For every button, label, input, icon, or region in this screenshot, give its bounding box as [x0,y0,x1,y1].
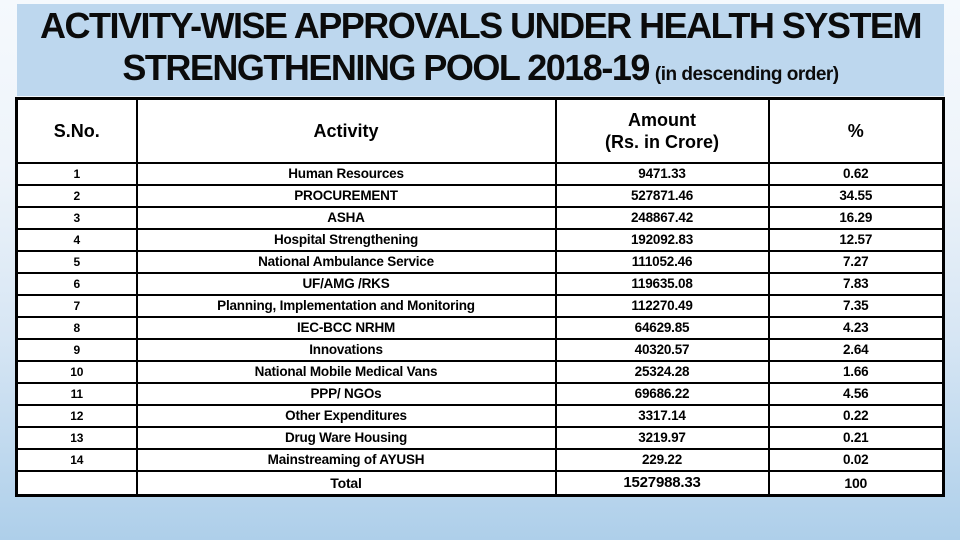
cell-sno: 4 [15,228,138,252]
page-title-line1: ACTIVITY-WISE APPROVALS UNDER HEALTH SYS… [40,4,922,46]
table-row: 6 UF/AMG /RKS 119635.08 7.83 [15,272,945,296]
cell-amount: 248867.42 [554,206,770,230]
cell-amount: 9471.33 [554,162,770,186]
table-row: 9 Innovations 40320.57 2.64 [15,338,945,362]
table-row: 11 PPP/ NGOs 69686.22 4.56 [15,382,945,406]
cell-percent: 4.56 [767,382,945,406]
cell-amount: 69686.22 [554,382,770,406]
cell-percent: 7.27 [767,250,945,274]
cell-sno: 6 [15,272,138,296]
cell-total-amount: 1527988.33 [554,470,770,497]
cell-percent: 12.57 [767,228,945,252]
cell-amount: 25324.28 [554,360,770,384]
col-header-activity: Activity [135,97,557,164]
cell-percent: 0.62 [767,162,945,186]
cell-sno: 8 [15,316,138,340]
cell-activity: Mainstreaming of AYUSH [135,448,557,472]
cell-sno: 7 [15,294,138,318]
cell-activity: ASHA [135,206,557,230]
col-header-percent: % [767,97,945,164]
cell-percent: 1.66 [767,360,945,384]
cell-percent: 16.29 [767,206,945,230]
cell-percent: 0.22 [767,404,945,428]
cell-percent: 4.23 [767,316,945,340]
col-header-amount-line1: Amount [628,109,696,130]
page-title-line2: STRENGTHENING POOL 2018-19 (in descending… [122,46,839,96]
cell-amount: 192092.83 [554,228,770,252]
cell-amount: 527871.46 [554,184,770,208]
col-header-sno: S.No. [15,97,138,164]
cell-amount: 111052.46 [554,250,770,274]
cell-activity: Innovations [135,338,557,362]
table-row: 3 ASHA 248867.42 16.29 [15,206,945,230]
cell-sno: 3 [15,206,138,230]
cell-sno: 1 [15,162,138,186]
cell-amount: 40320.57 [554,338,770,362]
title-block: ACTIVITY-WISE APPROVALS UNDER HEALTH SYS… [17,4,944,96]
cell-amount: 3317.14 [554,404,770,428]
cell-percent: 7.83 [767,272,945,296]
table-row: 8 IEC-BCC NRHM 64629.85 4.23 [15,316,945,340]
cell-activity: PROCUREMENT [135,184,557,208]
cell-activity: Other Expenditures [135,404,557,428]
cell-sno: 9 [15,338,138,362]
cell-activity: PPP/ NGOs [135,382,557,406]
table-row: 1 Human Resources 9471.33 0.62 [15,162,945,186]
cell-sno: 13 [15,426,138,450]
cell-sno: 14 [15,448,138,472]
col-header-amount-line2: (Rs. in Crore) [604,132,719,152]
table-header-row: S.No. Activity Amount (Rs. in Crore) % [15,97,945,164]
cell-amount: 119635.08 [554,272,770,296]
table-row: 10 National Mobile Medical Vans 25324.28… [15,360,945,384]
cell-sno: 2 [15,184,138,208]
cell-activity: Hospital Strengthening [135,228,557,252]
approvals-table: S.No. Activity Amount (Rs. in Crore) % 1… [15,97,945,497]
cell-percent: 7.35 [767,294,945,318]
cell-activity: National Ambulance Service [135,250,557,274]
col-header-amount: Amount (Rs. in Crore) [554,97,770,164]
table-row: 12 Other Expenditures 3317.14 0.22 [15,404,945,428]
cell-sno: 12 [15,404,138,428]
table-row: 13 Drug Ware Housing 3219.97 0.21 [15,426,945,450]
page-title-line2-text: STRENGTHENING POOL 2018-19 [122,46,650,88]
table-row: 2 PROCUREMENT 527871.46 34.55 [15,184,945,208]
cell-activity: UF/AMG /RKS [135,272,557,296]
table-row: 14 Mainstreaming of AYUSH 229.22 0.02 [15,448,945,472]
table-row: 5 National Ambulance Service 111052.46 7… [15,250,945,274]
cell-sno: 5 [15,250,138,274]
cell-sno: 11 [15,382,138,406]
cell-activity: Human Resources [135,162,557,186]
cell-amount: 229.22 [554,448,770,472]
table-row: 7 Planning, Implementation and Monitorin… [15,294,945,318]
cell-sno-empty [15,470,138,497]
cell-total-label: Total [135,470,557,497]
cell-percent: 0.02 [767,448,945,472]
table-row: 4 Hospital Strengthening 192092.83 12.57 [15,228,945,252]
cell-percent: 2.64 [767,338,945,362]
cell-sno: 10 [15,360,138,384]
cell-percent: 34.55 [767,184,945,208]
cell-activity: Planning, Implementation and Monitoring [135,294,557,318]
cell-total-percent: 100 [767,470,945,497]
cell-percent: 0.21 [767,426,945,450]
cell-amount: 64629.85 [554,316,770,340]
cell-activity: IEC-BCC NRHM [135,316,557,340]
cell-amount: 112270.49 [554,294,770,318]
cell-activity: National Mobile Medical Vans [135,360,557,384]
table-total-row: Total 1527988.33 100 [15,470,945,497]
cell-activity: Drug Ware Housing [135,426,557,450]
title-suffix: (in descending order) [654,63,839,85]
cell-amount: 3219.97 [554,426,770,450]
